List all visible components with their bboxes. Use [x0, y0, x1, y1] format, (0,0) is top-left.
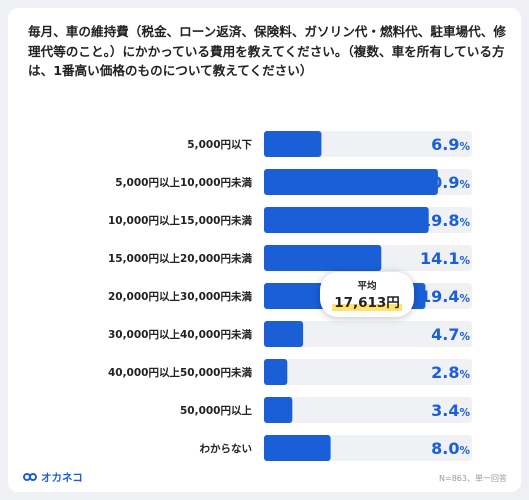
- average-number: 17,613: [334, 295, 387, 311]
- logo-text: オカネコ: [41, 472, 83, 484]
- value-label: 19.8%: [420, 211, 470, 230]
- value-number: 14.1: [420, 249, 459, 268]
- bar: [264, 321, 304, 347]
- average-callout: 平均 17,613円: [320, 272, 414, 317]
- value-label: 6.9%: [431, 135, 470, 154]
- average-amount: 17,613円: [332, 295, 402, 311]
- category-label: 10,000円以上15,000円未満: [108, 214, 253, 227]
- value-percent-sign: %: [459, 407, 470, 419]
- value-percent-sign: %: [459, 255, 470, 267]
- value-number: 20.9: [420, 173, 459, 192]
- value-percent-sign: %: [459, 141, 470, 153]
- bar: [264, 207, 429, 233]
- bar: [264, 435, 331, 461]
- bar-track: [264, 359, 472, 385]
- brand-logo: オカネコ: [23, 470, 83, 485]
- category-label: 30,000円以上40,000円未満: [108, 328, 253, 341]
- value-number: 3.4: [431, 401, 459, 420]
- chart-title: 毎月、車の維持費（税金、ローン返済、保険料、ガソリン代・燃料代、駐車場代、修理代…: [28, 24, 506, 78]
- average-value: 17,613円: [320, 291, 414, 311]
- category-label: 15,000円以上20,000円未満: [108, 252, 253, 265]
- value-label: 3.4%: [431, 401, 470, 420]
- category-label: わからない: [200, 443, 253, 455]
- value-label: 4.7%: [431, 325, 470, 344]
- category-label: 40,000円以上50,000円未満: [108, 366, 253, 379]
- bar-track: [264, 321, 472, 347]
- value-number: 19.4: [420, 287, 459, 306]
- value-label: 14.1%: [420, 249, 470, 268]
- value-number: 2.8: [431, 363, 459, 382]
- bar-track: [264, 397, 472, 423]
- value-label: 8.0%: [431, 439, 470, 458]
- sample-note: N=863、単一回答: [439, 474, 507, 483]
- value-percent-sign: %: [459, 217, 470, 229]
- value-percent-sign: %: [459, 445, 470, 457]
- value-label: 20.9%: [420, 173, 470, 192]
- value-number: 4.7: [431, 325, 459, 344]
- value-label: 19.4%: [420, 287, 470, 306]
- survey-card: 毎月、車の維持費（税金、ローン返済、保険料、ガソリン代・燃料代、駐車場代、修理代…: [8, 8, 521, 492]
- category-label: 5,000円以下: [187, 139, 252, 151]
- value-number: 8.0: [431, 439, 459, 458]
- bar: [264, 169, 438, 195]
- average-label: 平均: [357, 281, 377, 292]
- category-label: 50,000円以上: [180, 404, 253, 417]
- value-percent-sign: %: [459, 331, 470, 343]
- bar: [264, 131, 322, 157]
- logo-infinity-icon: [23, 473, 37, 482]
- category-label: 5,000円以上10,000円未満: [115, 176, 252, 189]
- value-label: 2.8%: [431, 363, 470, 382]
- bar: [264, 245, 382, 271]
- bar-chart: 5,000円以下 6.9% 5,000円以上10,000円未満 20.9% 10,000…: [108, 131, 472, 461]
- value-percent-sign: %: [459, 293, 470, 305]
- category-label: 20,000円以上30,000円未満: [108, 290, 253, 303]
- bar: [264, 397, 293, 423]
- average-unit: 円: [386, 295, 400, 311]
- value-number: 19.8: [420, 211, 459, 230]
- bar: [264, 359, 288, 385]
- value-number: 6.9: [431, 135, 459, 154]
- value-percent-sign: %: [459, 369, 470, 381]
- value-percent-sign: %: [459, 179, 470, 191]
